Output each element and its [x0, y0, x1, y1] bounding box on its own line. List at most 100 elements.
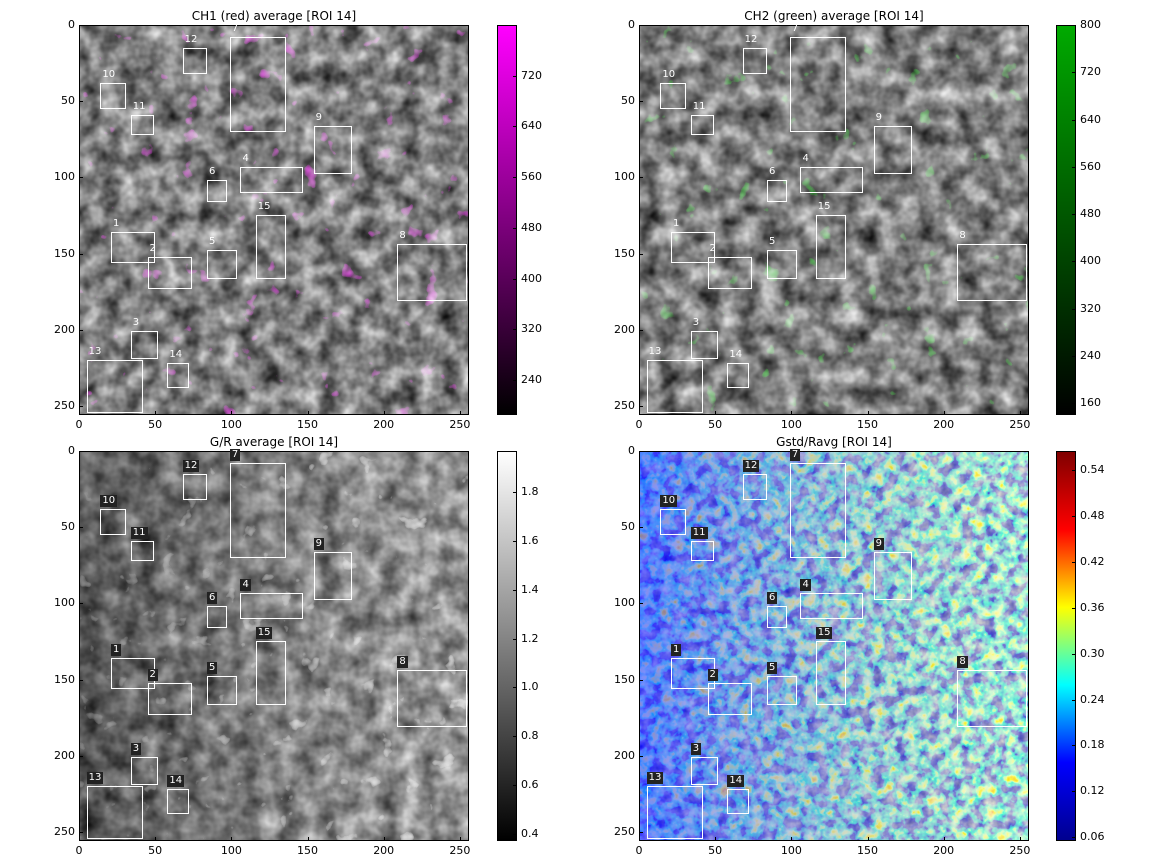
x-tick-label: 150	[296, 418, 320, 431]
colorbar-tick-label: 1.8	[521, 485, 539, 498]
roi-box[interactable]	[874, 552, 912, 601]
roi-label: 15	[816, 627, 833, 639]
roi-box[interactable]	[148, 257, 192, 289]
roi-box[interactable]	[790, 463, 846, 557]
x-tick-label: 150	[856, 844, 880, 857]
roi-box[interactable]	[314, 552, 352, 601]
x-tick-mark	[384, 837, 385, 841]
roi-box[interactable]	[767, 180, 787, 201]
roi-label: 11	[131, 527, 148, 539]
roi-box[interactable]	[708, 257, 752, 289]
roi-box[interactable]	[691, 757, 718, 784]
colorbar-tick-mark	[513, 228, 517, 229]
y-tick-mark	[639, 177, 643, 178]
roi-box[interactable]	[957, 244, 1027, 300]
roi-box[interactable]	[240, 167, 302, 193]
roi-label: 10	[660, 69, 677, 81]
roi-box[interactable]	[256, 215, 286, 279]
y-tick-mark	[639, 25, 643, 26]
colorbar-tick-label: 0.48	[1080, 509, 1105, 522]
colorbar-tick-mark	[513, 639, 517, 640]
roi-box[interactable]	[167, 363, 188, 387]
roi-box[interactable]	[87, 786, 143, 839]
roi-label: 3	[131, 743, 141, 755]
roi-box[interactable]	[800, 593, 862, 619]
roi-box[interactable]	[691, 115, 714, 135]
colorbar-tick-label: 0.42	[1080, 555, 1105, 568]
roi-box[interactable]	[167, 789, 188, 813]
roi-box[interactable]	[691, 331, 718, 358]
roi-box[interactable]	[207, 180, 227, 201]
roi-box[interactable]	[131, 331, 158, 358]
colorbar-tick-mark	[1072, 516, 1076, 517]
roi-box[interactable]	[691, 541, 714, 561]
roi-box[interactable]	[743, 48, 767, 74]
roi-box[interactable]	[148, 683, 192, 715]
roi-box[interactable]	[397, 244, 467, 300]
roi-label: 1	[671, 218, 681, 230]
roi-box[interactable]	[816, 215, 846, 279]
y-tick-mark	[639, 254, 643, 255]
roi-box[interactable]	[743, 474, 767, 500]
roi-label: 4	[800, 153, 810, 165]
colorbar-tick-mark	[1072, 25, 1076, 26]
roi-label: 1	[111, 218, 121, 230]
x-tick-mark	[384, 411, 385, 415]
roi-box[interactable]	[647, 360, 703, 413]
roi-box[interactable]	[816, 641, 846, 705]
roi-box[interactable]	[314, 126, 352, 175]
roi-label: 13	[87, 772, 104, 784]
roi-box[interactable]	[100, 83, 126, 109]
roi-box[interactable]	[800, 167, 862, 193]
roi-box[interactable]	[183, 48, 207, 74]
x-tick-mark	[1020, 411, 1021, 415]
roi-box[interactable]	[207, 676, 237, 705]
roi-box[interactable]	[874, 126, 912, 175]
roi-box[interactable]	[727, 363, 748, 387]
y-tick-label: 0	[45, 444, 75, 457]
colorbar	[497, 25, 517, 415]
roi-box[interactable]	[790, 37, 846, 131]
roi-box[interactable]	[131, 757, 158, 784]
colorbar-tick-mark	[513, 736, 517, 737]
roi-box[interactable]	[240, 593, 302, 619]
y-tick-label: 100	[45, 596, 75, 609]
roi-box[interactable]	[131, 541, 154, 561]
colorbar-tick-mark	[513, 834, 517, 835]
roi-box[interactable]	[767, 606, 787, 627]
x-tick-mark	[79, 411, 80, 415]
colorbar-tick-label: 320	[1080, 302, 1101, 315]
x-tick-label: 250	[448, 844, 472, 857]
roi-box[interactable]	[100, 509, 126, 535]
roi-box[interactable]	[207, 250, 237, 279]
roi-box[interactable]	[131, 115, 154, 135]
x-tick-mark	[155, 411, 156, 415]
roi-box[interactable]	[207, 606, 227, 627]
roi-label: 14	[727, 775, 744, 787]
roi-box[interactable]	[647, 786, 703, 839]
roi-box[interactable]	[230, 463, 286, 557]
roi-box[interactable]	[727, 789, 748, 813]
roi-box[interactable]	[767, 250, 797, 279]
roi-box[interactable]	[397, 670, 467, 726]
y-tick-label: 150	[605, 673, 635, 686]
roi-box[interactable]	[87, 360, 143, 413]
roi-label: 8	[957, 656, 967, 668]
roi-box[interactable]	[230, 37, 286, 131]
colorbar-tick-mark	[1072, 562, 1076, 563]
colorbar-tick-label: 480	[1080, 207, 1101, 220]
roi-label: 12	[183, 34, 200, 46]
roi-label: 12	[183, 460, 200, 472]
colorbar-tick-label: 480	[521, 221, 542, 234]
roi-label: 3	[691, 317, 701, 329]
roi-box[interactable]	[183, 474, 207, 500]
roi-box[interactable]	[957, 670, 1027, 726]
roi-box[interactable]	[660, 509, 686, 535]
roi-box[interactable]	[256, 641, 286, 705]
roi-box[interactable]	[767, 676, 797, 705]
y-tick-label: 50	[45, 520, 75, 533]
roi-box[interactable]	[708, 683, 752, 715]
roi-box[interactable]	[660, 83, 686, 109]
roi-label: 7	[790, 449, 800, 461]
y-tick-label: 100	[45, 170, 75, 183]
